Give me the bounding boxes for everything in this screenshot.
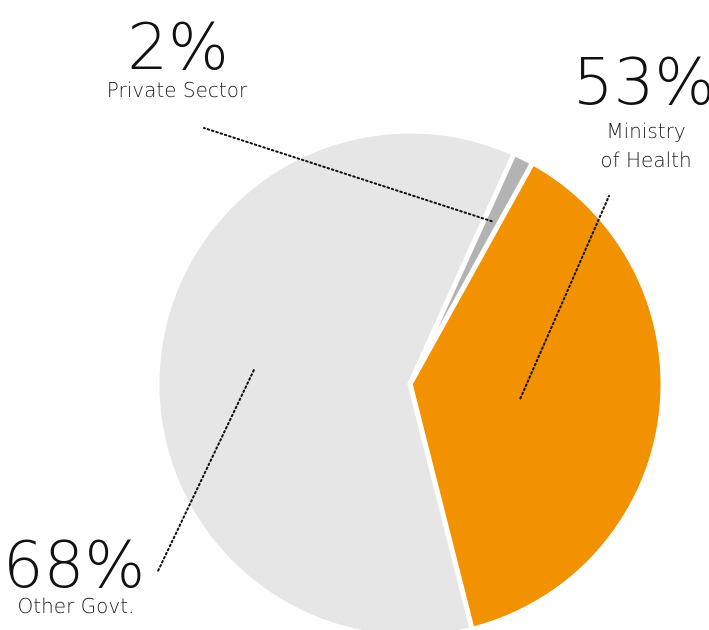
slice-percent-ministry-of-health: 53% [573, 46, 709, 120]
slice-name-ministry-of-health-line-1: Ministry [606, 119, 685, 143]
slice-percent-other-govt: 68% [3, 529, 145, 603]
pie-slice-private-sector [407, 150, 536, 387]
slice-name-private-sector: Private Sector [107, 78, 248, 102]
slice-percent-private-sector: 2% [127, 11, 229, 85]
leader-lines [157, 127, 610, 572]
label-other-govt: 68% Other Govt. [3, 529, 145, 618]
pie-slices [154, 128, 666, 630]
pie-slice-ministry-of-health [407, 160, 666, 630]
pie-slice-other-govt [154, 128, 517, 630]
label-ministry-of-health: 53% Ministry of Health [573, 46, 709, 172]
leader-line-private-sector [203, 127, 493, 223]
slice-name-ministry-of-health-line-2: of Health [600, 148, 691, 172]
label-private-sector: 2% Private Sector [107, 11, 248, 102]
slice-name-other-govt: Other Govt. [18, 594, 135, 618]
leader-line-ministry-of-health [519, 195, 610, 400]
leader-line-other-govt [157, 369, 255, 572]
